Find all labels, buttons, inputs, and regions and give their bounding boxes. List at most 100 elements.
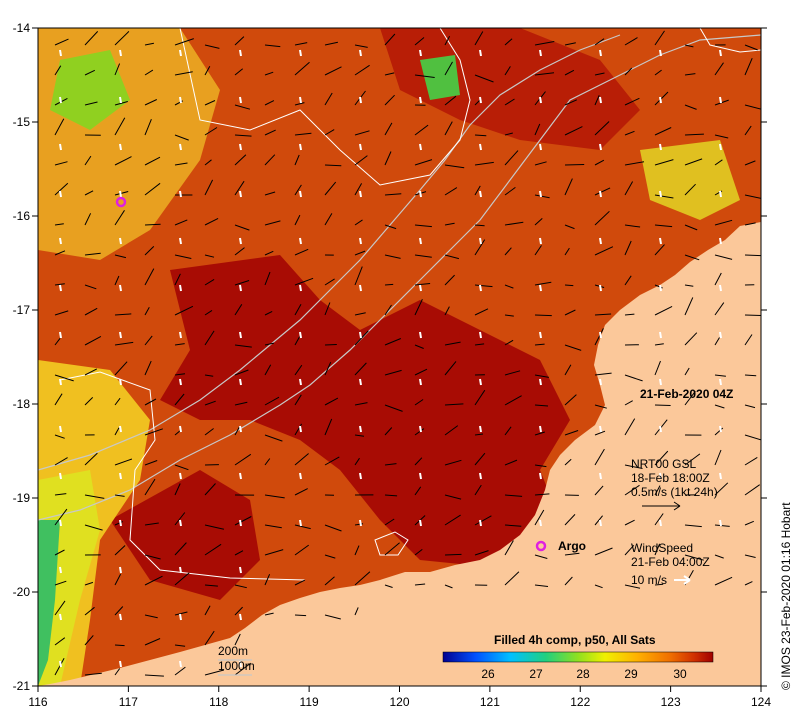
- current-arrow: [474, 74, 494, 83]
- current-arrow: [294, 102, 305, 106]
- current-arrow: [624, 67, 633, 76]
- current-arrow: [744, 581, 753, 586]
- current-arrow: [534, 404, 549, 407]
- y-tick-label: -21: [13, 679, 31, 693]
- current-arrow: [684, 254, 700, 261]
- current-arrow: [204, 374, 214, 377]
- wind-arrow: [179, 284, 182, 292]
- current-arrow: [744, 334, 753, 346]
- current-arrow: [384, 518, 395, 526]
- x-tick-label: 122: [570, 695, 590, 709]
- current-arrow: [534, 281, 552, 286]
- current-arrow: [384, 193, 402, 196]
- current-arrow: [624, 464, 643, 469]
- current-arrow: [54, 393, 63, 406]
- wind-arrow: [299, 49, 302, 57]
- current-arrow: [594, 547, 613, 556]
- wind-arrow: [719, 49, 722, 57]
- current-arrow: [594, 485, 604, 496]
- y-tick-label: -17: [13, 303, 31, 317]
- current-arrow: [594, 372, 612, 376]
- current-arrow: [654, 194, 674, 199]
- current-arrow: [294, 579, 306, 586]
- y-tick-label: -19: [13, 491, 31, 505]
- wind-arrow: [179, 143, 182, 151]
- wind-arrow: [179, 378, 182, 386]
- current-arrow: [234, 453, 252, 466]
- eddy-contour: [179, 28, 471, 186]
- current-arrow: [474, 389, 486, 406]
- current-arrow: [654, 91, 669, 106]
- current-arrow: [324, 278, 335, 286]
- current-arrow: [354, 266, 363, 286]
- current-arrow: [564, 576, 573, 586]
- current-arrow: [504, 186, 516, 196]
- current-arrow: [174, 393, 185, 406]
- current-arrow: [654, 450, 669, 466]
- current-arrow: [594, 404, 607, 409]
- current-arrow: [504, 284, 514, 289]
- current-arrow: [594, 515, 603, 526]
- wind-arrow: [659, 331, 662, 339]
- current-arrow: [54, 580, 67, 586]
- current-arrow: [114, 573, 122, 586]
- current-arrow: [384, 224, 397, 230]
- current-arrow: [654, 30, 665, 46]
- current-arrow: [234, 606, 243, 616]
- current-arrow: [204, 630, 215, 646]
- current-arrow: [474, 433, 484, 436]
- current-arrow: [174, 666, 186, 676]
- x-tick-label: 123: [661, 695, 681, 709]
- wind-arrow: [719, 96, 722, 104]
- current-arrow: [294, 61, 310, 76]
- wind-arrow: [179, 660, 182, 668]
- x-tick-label: 119: [300, 695, 319, 709]
- current-arrow: [354, 434, 365, 437]
- current-arrow: [174, 572, 190, 586]
- current-arrow: [444, 254, 460, 260]
- wind-arrow: [239, 331, 242, 339]
- current-arrow: [294, 453, 309, 466]
- current-arrow: [204, 584, 218, 587]
- current-arrow: [534, 464, 547, 468]
- current-arrow: [294, 154, 300, 166]
- wind-arrow: [599, 49, 602, 57]
- wind-arrow: [119, 519, 122, 527]
- credit-text: © IMOS 23-Feb-2020 01:16 Hobart: [779, 502, 793, 690]
- current-arrow: [144, 614, 158, 619]
- current-arrow: [714, 272, 722, 286]
- current-arrow: [444, 425, 459, 436]
- warm-sst-region-south: [110, 470, 260, 600]
- current-arrow: [204, 66, 211, 76]
- current-arrow: [54, 600, 66, 616]
- current-arrow: [714, 159, 723, 166]
- y-tick-label: -18: [13, 397, 31, 411]
- current-arrow: [504, 540, 514, 556]
- current-arrow: [234, 401, 248, 406]
- current-arrow: [114, 156, 132, 166]
- current-arrow: [114, 63, 121, 76]
- x-tick-label: 124: [751, 695, 771, 709]
- wind-arrow: [419, 425, 422, 433]
- current-arrow: [384, 427, 393, 436]
- current-arrow: [684, 453, 701, 466]
- current-arrow: [144, 307, 150, 316]
- wind-scale-arrow: [674, 575, 691, 585]
- current-arrow: [444, 459, 462, 466]
- wind-arrow: [719, 190, 722, 198]
- wind-arrow: [239, 566, 242, 574]
- current-arrow: [324, 554, 336, 559]
- current-arrow: [114, 361, 128, 376]
- current-arrow: [54, 374, 74, 382]
- wind-arrow: [719, 284, 722, 292]
- current-arrow: [84, 252, 101, 256]
- current-arrow: [534, 161, 547, 166]
- current-arrow: [204, 605, 211, 616]
- current-arrow: [294, 544, 309, 556]
- current-arrow: [234, 426, 241, 436]
- current-arrow: [684, 367, 690, 376]
- colorbar-tick-label: 26: [481, 667, 495, 681]
- current-arrow: [534, 218, 543, 226]
- current-arrow: [354, 607, 359, 616]
- wind-arrow: [719, 425, 722, 433]
